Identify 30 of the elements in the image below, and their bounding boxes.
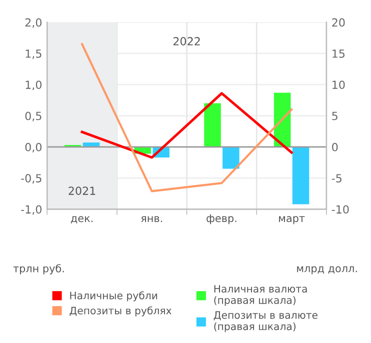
bar (204, 103, 221, 147)
y-tick-label: 0,0 (25, 142, 42, 152)
y-axis-title: трлн руб. (13, 264, 64, 274)
x-tick-label: дек. (70, 216, 93, 224)
y-tick-label: 1,5 (26, 50, 42, 59)
legend-label: Депозиты в рублях (70, 306, 172, 316)
y2-tick-label: -10 (332, 205, 349, 214)
y2-tick-label: 5 (332, 112, 338, 120)
y-tick-label: 2,0 (25, 18, 42, 28)
y2-tick-label: 15 (332, 50, 345, 58)
line-series (80, 92, 293, 159)
y-tick-label: 0,5 (25, 112, 42, 122)
y2-tick-label: 10 (332, 80, 345, 89)
y2-tick-label: -5 (332, 174, 342, 182)
y2-tick-label: 20 (332, 18, 345, 27)
x-tick-label: март (279, 216, 305, 224)
annotation: 2022 (173, 37, 200, 46)
y-tick-label: -1,0 (21, 205, 42, 215)
y-tick-label: -0,5 (21, 174, 42, 184)
bar (292, 146, 310, 204)
x-tick-label: янв. (141, 216, 162, 222)
y2-tick-label: 0 (332, 142, 338, 152)
annotation: 2021 (68, 186, 96, 196)
legend-label: Наличные рубли (70, 291, 158, 302)
legend-label: Наличная валюта (правая шкала) (214, 285, 307, 306)
bar (222, 146, 240, 169)
y-tick-label: 1,0 (26, 80, 42, 90)
x-tick-label: февр. (206, 214, 236, 224)
y2-axis-title: млрд долл. (297, 266, 357, 274)
legend-label: Депозиты в валюте (правая шкала) (214, 311, 318, 332)
